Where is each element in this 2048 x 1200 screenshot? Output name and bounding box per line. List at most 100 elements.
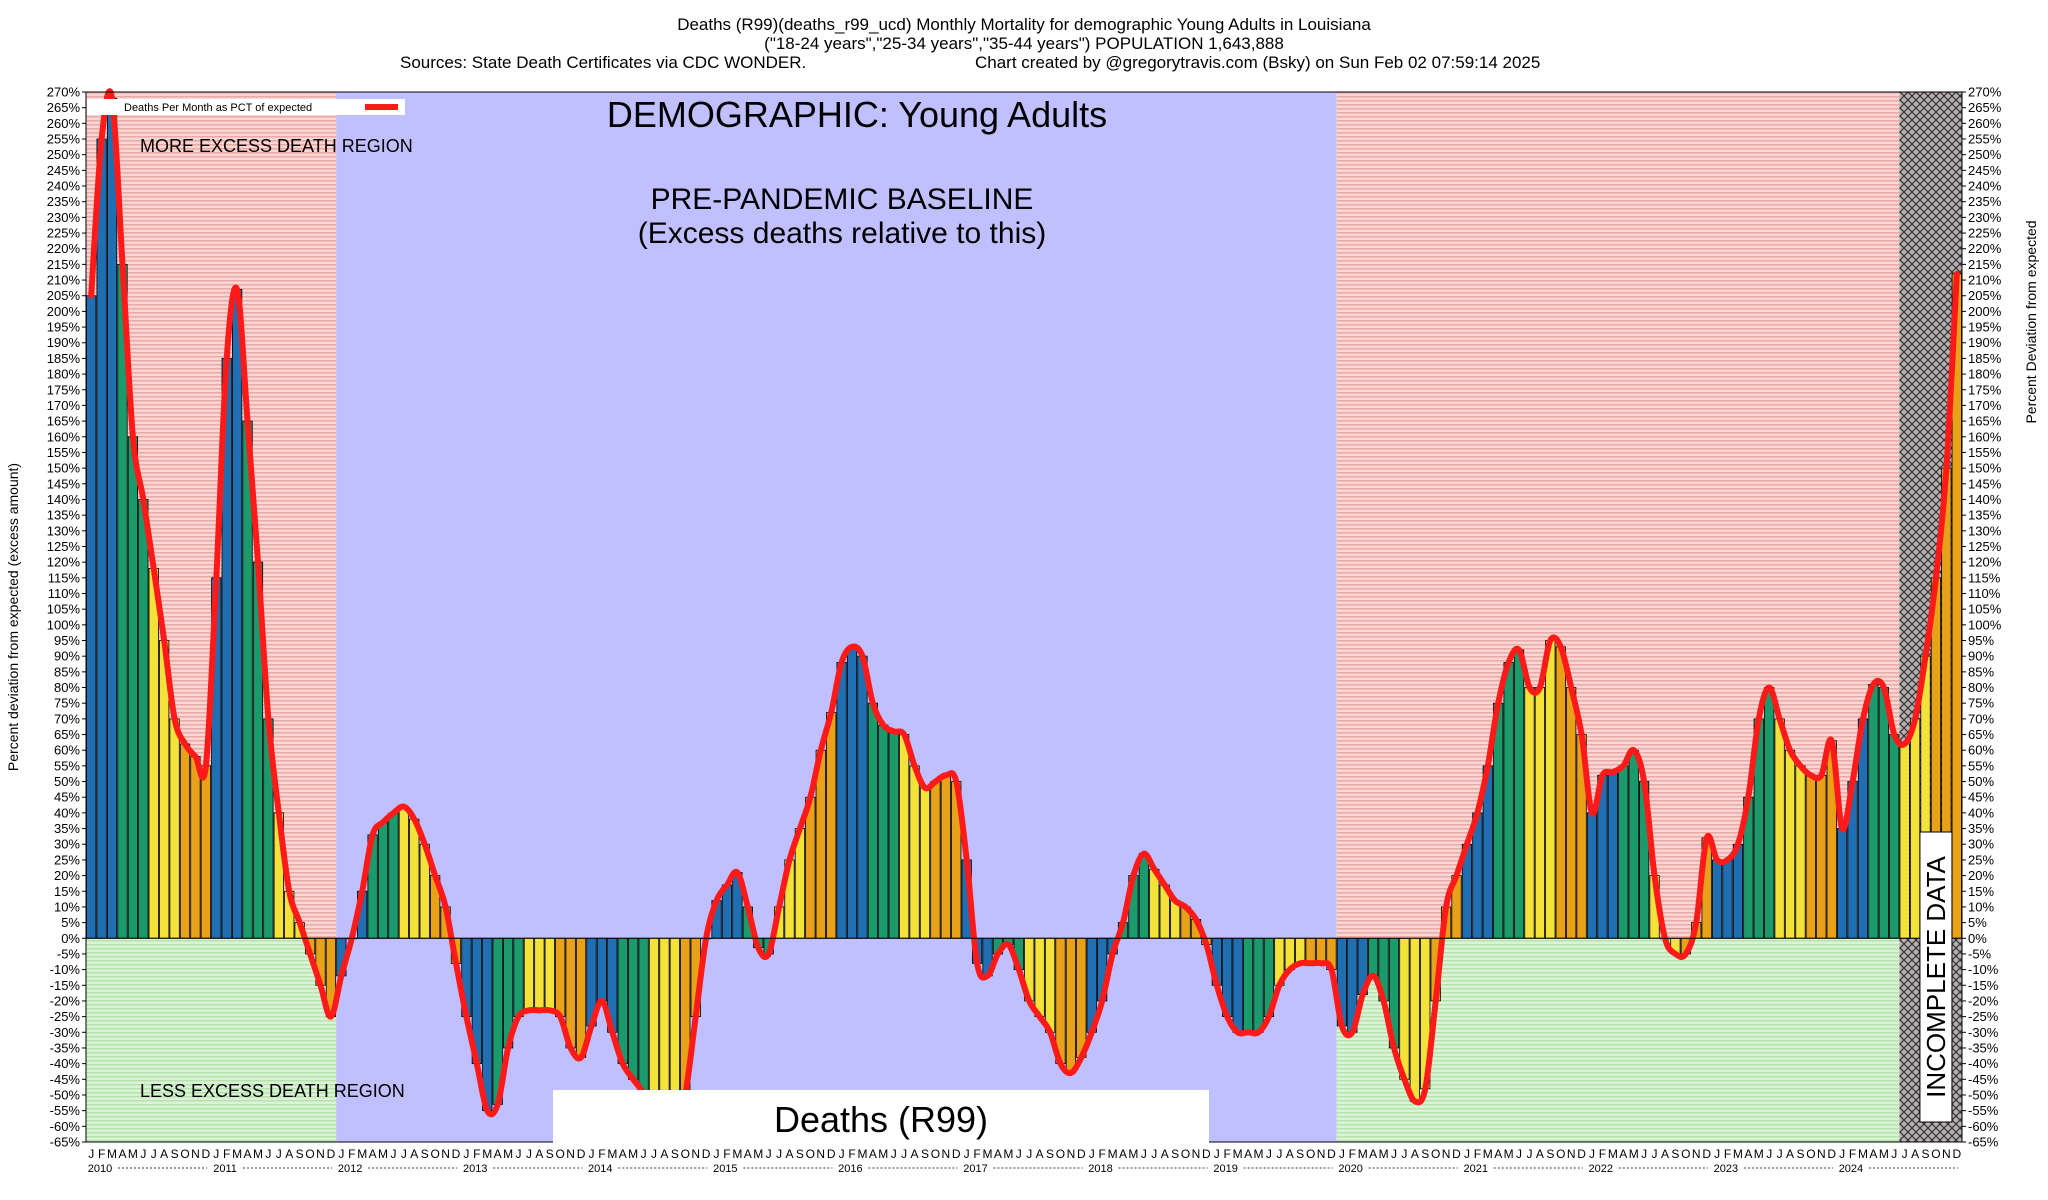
x-month-label: N: [1942, 1147, 1951, 1161]
x-month-label: S: [921, 1147, 929, 1161]
incomplete-data-group: INCOMPLETE DATA: [1919, 831, 1953, 1123]
y-tick-label-left: 140%: [47, 492, 81, 507]
x-month-label: O: [556, 1147, 565, 1161]
y-tick-label-right: 85%: [1968, 664, 1994, 679]
x-month-label: J: [1526, 1147, 1532, 1161]
x-month-label: D: [452, 1147, 461, 1161]
y-tick-label-left: 215%: [47, 257, 81, 272]
trend-line: [88, 88, 1960, 1146]
y-tick-label-right: 200%: [1968, 304, 2002, 319]
y-tick-label-right: 20%: [1968, 868, 1994, 883]
y-tick-label-right: 80%: [1968, 680, 1994, 695]
bar: [1774, 718, 1785, 939]
bar: [1503, 662, 1514, 939]
bar: [1805, 774, 1816, 939]
bar: [1837, 828, 1848, 939]
metric-label-background: [553, 1090, 1209, 1146]
y-tick-label-left: 260%: [47, 116, 81, 131]
bar: [1618, 765, 1629, 939]
y-tick-label-left: -5%: [57, 946, 81, 961]
bar: [1044, 937, 1056, 1033]
x-month-label: D: [1577, 1147, 1586, 1161]
x-month-label: S: [421, 1147, 429, 1161]
x-month-label: O: [806, 1147, 815, 1161]
y-tick-label-right: 115%: [1968, 570, 2001, 585]
x-month-label: D: [702, 1147, 711, 1161]
x-month-label: M: [607, 1147, 617, 1161]
x-month-label: A: [1661, 1147, 1669, 1161]
x-month-label: M: [1358, 1147, 1368, 1161]
y-tick-label-right: 240%: [1968, 179, 2002, 194]
x-month-label: J: [1641, 1147, 1647, 1161]
x-month-label: F: [1349, 1147, 1356, 1161]
y-tick-label-right: 105%: [1968, 602, 2002, 617]
bar: [1513, 649, 1525, 939]
x-month-label: J: [1026, 1147, 1032, 1161]
x-month-label: S: [671, 1147, 679, 1161]
bar: [940, 774, 951, 939]
x-year-label-bg: [1708, 1161, 1743, 1174]
x-year-label: 2020: [1338, 1163, 1362, 1175]
y-tick-label-right: 145%: [1968, 476, 2002, 491]
y-tick-label-left: 265%: [47, 100, 81, 115]
x-month-label: O: [430, 1147, 439, 1161]
x-month-label: J: [901, 1147, 907, 1161]
x-month-label: J: [1276, 1147, 1282, 1161]
x-month-label: O: [1306, 1147, 1315, 1161]
x-year-label-bg: [83, 1161, 117, 1174]
x-month-label: J: [140, 1147, 146, 1161]
x-month-label: N: [1692, 1147, 1701, 1161]
x-month-label: A: [1744, 1147, 1752, 1161]
bar: [1409, 937, 1420, 1102]
x-month-label: J: [338, 1147, 344, 1161]
y-tick-label-left: 100%: [47, 617, 81, 632]
bar: [1295, 937, 1306, 964]
y-tick-label-right: 270%: [1968, 85, 2002, 100]
x-month-label: D: [1327, 1147, 1336, 1161]
more-excess-region-label: MORE EXCESS DEATH REGION: [140, 136, 413, 156]
y-tick-label-right: 220%: [1968, 241, 2002, 256]
bar: [1034, 937, 1045, 1018]
y-tick-label-right: 255%: [1968, 132, 2002, 147]
x-year-label: 2015: [713, 1163, 737, 1175]
bar: [232, 289, 243, 939]
x-month-label: A: [1036, 1147, 1044, 1161]
x-month-label: F: [348, 1147, 355, 1161]
x-month-label: M: [878, 1147, 888, 1161]
x-month-label: S: [171, 1147, 179, 1161]
y-tick-label-right: 0%: [1968, 931, 1987, 946]
x-month-label: F: [1599, 1147, 1606, 1161]
x-month-label: A: [1244, 1147, 1252, 1161]
bar: [1138, 853, 1149, 939]
y-tick-label-right: 75%: [1968, 696, 1994, 711]
bar: [398, 806, 409, 939]
bar: [96, 138, 107, 939]
y-tick-label-right: 195%: [1968, 320, 2002, 335]
x-month-label: D: [202, 1147, 211, 1161]
y-tick-label-left: 10%: [54, 899, 80, 914]
x-month-label: F: [98, 1147, 105, 1161]
x-month-label: S: [1296, 1147, 1304, 1161]
y-tick-label-left: 170%: [47, 398, 81, 413]
x-month-label: A: [1786, 1147, 1794, 1161]
y-tick-label-right: 130%: [1968, 523, 2002, 538]
x-month-label: J: [964, 1147, 970, 1161]
x-month-label: M: [1879, 1147, 1889, 1161]
x-month-label: O: [1806, 1147, 1815, 1161]
x-month-label: A: [1911, 1147, 1919, 1161]
x-month-label: A: [535, 1147, 543, 1161]
bar: [1889, 734, 1900, 939]
x-month-label: J: [1464, 1147, 1470, 1161]
x-month-label: S: [1671, 1147, 1679, 1161]
baseline-sublabel: (Excess deaths relative to this): [638, 217, 1047, 250]
y-tick-label-left: 220%: [47, 241, 81, 256]
x-month-label: A: [118, 1147, 126, 1161]
bar: [826, 712, 837, 939]
x-month-label: O: [1056, 1147, 1065, 1161]
bar: [1868, 683, 1879, 939]
x-month-label: J: [766, 1147, 772, 1161]
chart-credit: Chart created by @gregorytravis.com (Bsk…: [975, 53, 1540, 72]
x-month-label: J: [839, 1147, 845, 1161]
y-tick-label-left: 165%: [47, 414, 81, 429]
